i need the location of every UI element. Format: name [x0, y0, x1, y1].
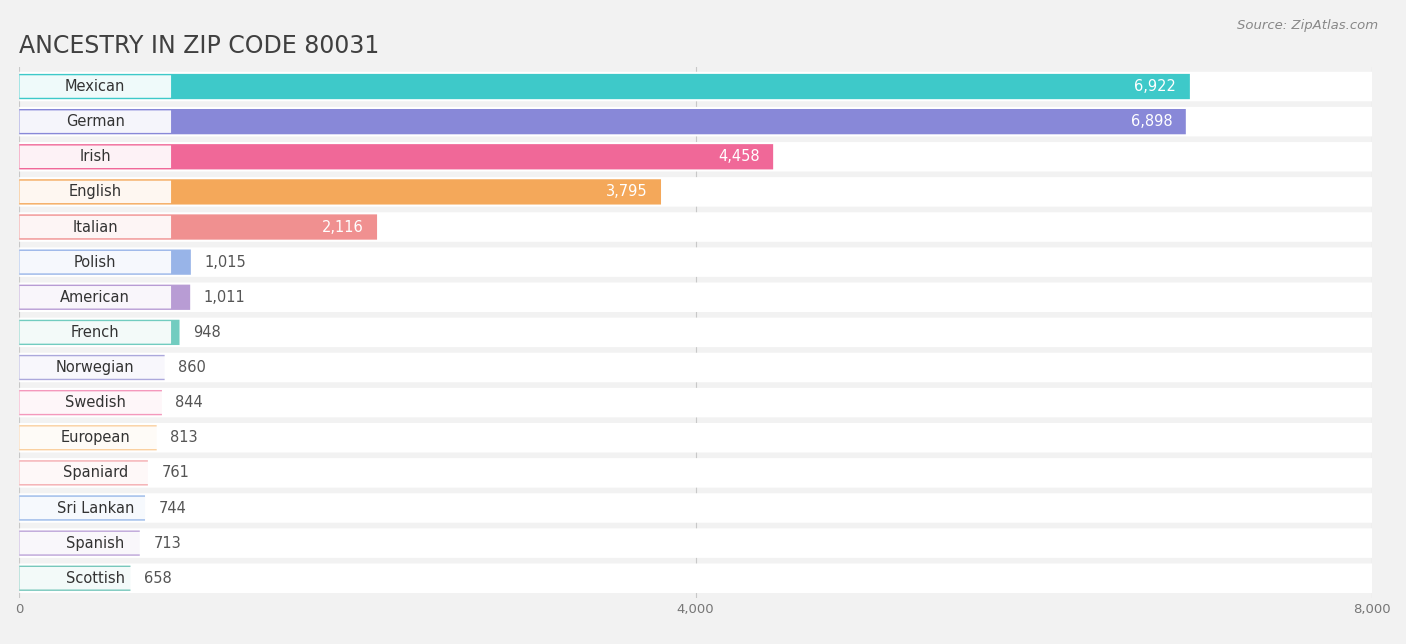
FancyBboxPatch shape: [20, 355, 165, 380]
Text: Scottish: Scottish: [66, 571, 125, 586]
FancyBboxPatch shape: [20, 353, 1372, 383]
FancyBboxPatch shape: [20, 110, 172, 133]
Text: 6,922: 6,922: [1135, 79, 1177, 94]
FancyBboxPatch shape: [20, 567, 172, 589]
FancyBboxPatch shape: [20, 356, 172, 379]
FancyBboxPatch shape: [20, 216, 172, 238]
Text: Polish: Polish: [75, 254, 117, 270]
FancyBboxPatch shape: [20, 214, 377, 240]
Text: ANCESTRY IN ZIP CODE 80031: ANCESTRY IN ZIP CODE 80031: [20, 34, 380, 59]
Text: Source: ZipAtlas.com: Source: ZipAtlas.com: [1237, 19, 1378, 32]
Text: 3,795: 3,795: [606, 184, 648, 200]
FancyBboxPatch shape: [20, 532, 172, 554]
FancyBboxPatch shape: [20, 74, 1189, 99]
FancyBboxPatch shape: [20, 531, 139, 556]
FancyBboxPatch shape: [20, 251, 172, 274]
Text: 860: 860: [179, 360, 207, 375]
FancyBboxPatch shape: [20, 283, 1372, 312]
Text: German: German: [66, 114, 125, 129]
FancyBboxPatch shape: [20, 390, 162, 415]
FancyBboxPatch shape: [20, 423, 1372, 453]
FancyBboxPatch shape: [20, 107, 1372, 137]
FancyBboxPatch shape: [20, 177, 1372, 207]
Text: 4,458: 4,458: [718, 149, 759, 164]
FancyBboxPatch shape: [20, 392, 172, 414]
FancyBboxPatch shape: [20, 71, 1372, 101]
FancyBboxPatch shape: [20, 249, 191, 275]
FancyBboxPatch shape: [20, 319, 180, 345]
FancyBboxPatch shape: [20, 497, 172, 519]
FancyBboxPatch shape: [20, 75, 172, 98]
FancyBboxPatch shape: [20, 388, 1372, 417]
FancyBboxPatch shape: [20, 181, 172, 203]
FancyBboxPatch shape: [20, 493, 1372, 523]
Text: 658: 658: [143, 571, 172, 586]
Text: Spaniard: Spaniard: [63, 466, 128, 480]
FancyBboxPatch shape: [20, 109, 1185, 135]
FancyBboxPatch shape: [20, 528, 1372, 558]
Text: Spanish: Spanish: [66, 536, 124, 551]
Text: 813: 813: [170, 430, 198, 445]
Text: Mexican: Mexican: [65, 79, 125, 94]
Text: American: American: [60, 290, 131, 305]
Text: 6,898: 6,898: [1130, 114, 1173, 129]
Text: 948: 948: [193, 325, 221, 340]
Text: 713: 713: [153, 536, 181, 551]
FancyBboxPatch shape: [20, 460, 148, 486]
FancyBboxPatch shape: [20, 179, 661, 205]
Text: 2,116: 2,116: [322, 220, 364, 234]
FancyBboxPatch shape: [20, 495, 145, 520]
Text: Irish: Irish: [80, 149, 111, 164]
FancyBboxPatch shape: [20, 564, 1372, 593]
FancyBboxPatch shape: [20, 213, 1372, 242]
FancyBboxPatch shape: [20, 146, 172, 168]
Text: Swedish: Swedish: [65, 395, 125, 410]
FancyBboxPatch shape: [20, 462, 172, 484]
FancyBboxPatch shape: [20, 142, 1372, 171]
Text: Italian: Italian: [73, 220, 118, 234]
FancyBboxPatch shape: [20, 285, 190, 310]
FancyBboxPatch shape: [20, 426, 172, 449]
Text: English: English: [69, 184, 122, 200]
FancyBboxPatch shape: [20, 247, 1372, 277]
Text: 1,011: 1,011: [204, 290, 246, 305]
Text: European: European: [60, 430, 131, 445]
Text: French: French: [70, 325, 120, 340]
FancyBboxPatch shape: [20, 144, 773, 169]
Text: 744: 744: [159, 500, 187, 515]
Text: Norwegian: Norwegian: [56, 360, 135, 375]
Text: 761: 761: [162, 466, 190, 480]
FancyBboxPatch shape: [20, 565, 131, 591]
FancyBboxPatch shape: [20, 321, 172, 344]
Text: 844: 844: [176, 395, 204, 410]
Text: Sri Lankan: Sri Lankan: [56, 500, 134, 515]
FancyBboxPatch shape: [20, 425, 156, 450]
FancyBboxPatch shape: [20, 286, 172, 308]
FancyBboxPatch shape: [20, 458, 1372, 488]
FancyBboxPatch shape: [20, 317, 1372, 347]
Text: 1,015: 1,015: [204, 254, 246, 270]
